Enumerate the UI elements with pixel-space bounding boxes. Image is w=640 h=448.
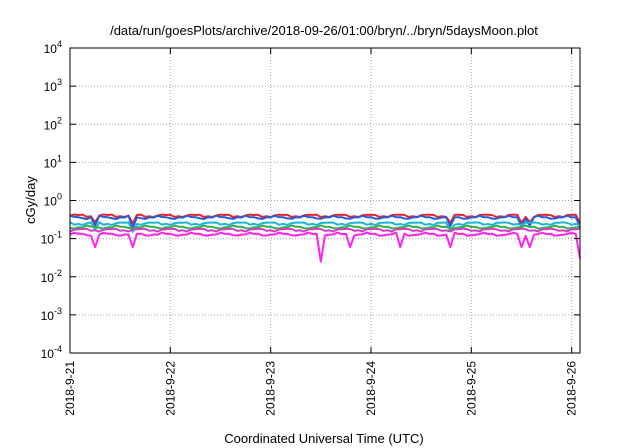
y-tick-label: 10-4 bbox=[41, 344, 62, 361]
y-tick-label: 10-3 bbox=[41, 306, 62, 323]
y-tick-label: 10-1 bbox=[41, 230, 62, 247]
x-tick-label: 2018-9-21 bbox=[63, 361, 77, 416]
x-ticks: 2018-9-21 2018-9-22 2018-9-23 2018-9-24 2018… bbox=[63, 48, 579, 416]
series-layer bbox=[69, 213, 581, 263]
y-tick-label: 104 bbox=[44, 39, 62, 56]
x-axis-label: Coordinated Universal Time (UTC) bbox=[224, 431, 423, 446]
y-tick-label: 101 bbox=[44, 153, 62, 170]
y-axis-label: cGy/day bbox=[23, 176, 38, 224]
series-line bbox=[69, 221, 581, 233]
series-line bbox=[69, 214, 581, 229]
y-tick-label: 102 bbox=[44, 115, 62, 132]
x-tick-label: 2018-9-22 bbox=[163, 361, 177, 416]
x-tick-label: 2018-9-25 bbox=[464, 361, 478, 416]
y-tick-label: 103 bbox=[44, 77, 62, 94]
x-tick-label: 2018-9-24 bbox=[364, 361, 378, 416]
y-ticks: 10-4 10-3 10-2 10-1 100 101 102 103 104 bbox=[41, 39, 580, 361]
y-tick-label: 100 bbox=[44, 192, 62, 209]
y-tick-label: 10-2 bbox=[41, 268, 62, 285]
grid bbox=[70, 48, 580, 353]
x-tick-label: 2018-9-26 bbox=[565, 361, 579, 416]
x-tick-label: 2018-9-23 bbox=[264, 361, 278, 416]
series-line bbox=[69, 231, 581, 263]
series-line bbox=[69, 227, 581, 233]
chart-title: /data/run/goesPlots/archive/2018-09-26/0… bbox=[110, 23, 538, 38]
series-line bbox=[69, 224, 581, 230]
